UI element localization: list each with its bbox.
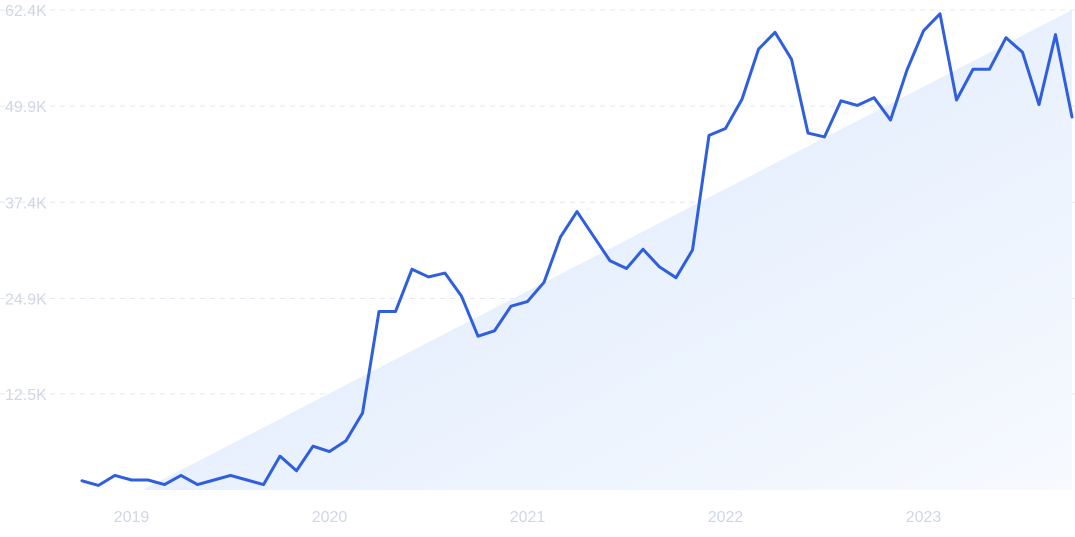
series-line <box>80 12 1074 487</box>
x-tick-label: 2022 <box>708 509 744 526</box>
y-tick-label: 12.5K <box>5 387 47 404</box>
x-axis-ticks: 2019 2020 2021 2022 2023 <box>114 509 942 526</box>
x-tick-label: 2021 <box>510 509 546 526</box>
y-tick-label: 62.4K <box>5 3 47 20</box>
series-layer <box>80 12 1074 487</box>
x-tick-label: 2023 <box>906 509 942 526</box>
y-axis-ticks: 62.4K 49.9K 37.4K 24.9K 12.5K <box>5 3 47 404</box>
trend-area <box>142 10 1072 490</box>
x-tick-label: 2020 <box>312 509 348 526</box>
y-tick-label: 37.4K <box>5 195 47 212</box>
y-tick-label: 24.9K <box>5 291 47 308</box>
x-tick-label: 2019 <box>114 509 150 526</box>
y-tick-label: 49.9K <box>5 99 47 116</box>
